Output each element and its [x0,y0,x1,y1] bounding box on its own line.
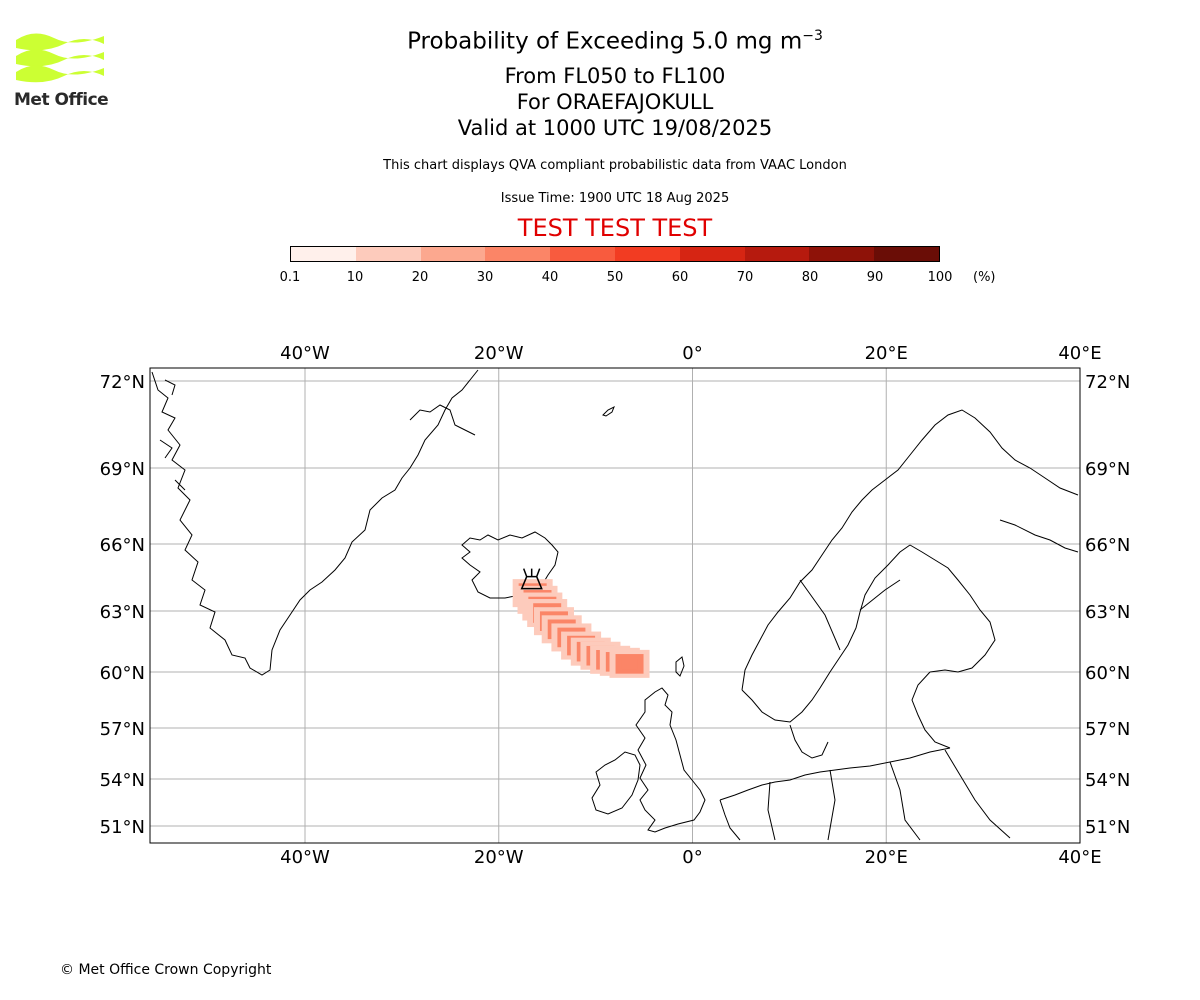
colorbar-tick-label: 100 [927,270,953,285]
map-gridlines [150,368,1081,843]
colorbar-segment [679,247,745,261]
lat-label-right: 63°N [1085,602,1130,623]
lat-label-left: 60°N [100,663,145,684]
lon-label-bottom: 40°W [280,847,330,868]
great-britain-coastline [635,687,706,833]
lon-label-bottom: 40°E [1058,847,1101,868]
colorbar-segment [420,247,486,261]
colorbar-unit: (%) [973,270,996,285]
continent-north-coast [719,747,951,801]
issue-time: Issue Time: 1900 UTC 18 Aug 2025 [500,191,730,206]
colorbar-segment [485,247,551,261]
lat-label-left: 63°N [100,602,145,623]
colorbar-segment [614,247,680,261]
ne-greenland [409,404,476,436]
colorbar-tick-label: 80 [801,270,819,285]
continent-borders [767,749,1011,841]
volcano-icon [520,568,543,590]
baltic-states [911,671,951,749]
ash-plume [512,579,650,678]
lon-label-top: 40°E [1058,343,1101,364]
sw-scandinavia-borders [799,579,901,651]
lat-label-right: 57°N [1085,719,1130,740]
lat-label-right: 69°N [1085,459,1130,480]
lon-label-top: 20°E [865,343,908,364]
sweden-coast [741,544,911,723]
scandinavia-coastline [741,409,1079,691]
lat-label-left: 72°N [100,372,145,393]
colorbar-tick-label: 10 [346,270,364,285]
copyright: © Met Office Crown Copyright [60,962,272,978]
ireland-coastline [591,751,641,815]
lat-label-left: 54°N [100,770,145,791]
lat-label-left: 69°N [100,459,145,480]
lat-label-left: 51°N [100,817,145,838]
colorbar-tick-label: 30 [476,270,494,285]
iceland-coastline [461,531,559,599]
colorbar-tick-label: 40 [541,270,559,285]
lon-label-top: 0° [682,343,702,364]
colorbar-segment [291,247,356,261]
lon-label-top: 20°W [474,343,524,364]
lat-label-left: 57°N [100,719,145,740]
lat-label-left: 66°N [100,535,145,556]
colorbar-tick-label: 60 [671,270,689,285]
qva-note: This chart displays QVA compliant probab… [383,158,847,173]
colorbar-tick-label: 90 [866,270,884,285]
greenland-west-islands [159,379,186,491]
jan-mayen-coastline [602,405,615,417]
colorbar-segment [744,247,810,261]
greenland-coastline [151,369,479,676]
colorbar-segment [809,247,875,261]
lat-label-right: 51°N [1085,817,1130,838]
colorbar-tick-label: 70 [736,270,754,285]
lon-label-top: 40°W [280,343,330,364]
colorbar-tick-label: 50 [606,270,624,285]
colorbar-tick-label: 0.1 [279,270,301,285]
probability-colorbar [290,246,940,262]
axis-labels: 40°W 40°W 20°W 20°W 0° 0° 20°E 20°E 40°E 40°E 72°N… [100,343,1131,868]
logo-text: Met Office [14,90,109,110]
chart-title: Probability of Exceeding 5.0 mg m−3 [407,28,823,55]
test-banner: TEST TEST TEST [517,214,713,242]
valid-time-subtitle: Valid at 1000 UTC 19/08/2025 [457,116,773,140]
kola-peninsula [999,519,1079,553]
plume-cell [621,658,638,670]
lon-label-bottom: 0° [682,847,702,868]
benelux-coast [719,799,741,841]
map-frame [149,367,1081,844]
lon-label-bottom: 20°W [474,847,524,868]
denmark-coastline [789,724,829,759]
colorbar-tick-label: 20 [411,270,429,285]
finland-coast [909,544,996,673]
met-office-waves-logo-icon [16,33,104,83]
flight-level-subtitle: From FL050 to FL100 [504,64,726,88]
volcano-icon [520,568,543,590]
lat-label-right: 54°N [1085,770,1130,791]
colorbar-segment [355,247,421,261]
shetland-coastline [675,656,685,677]
lat-label-right: 66°N [1085,535,1130,556]
lat-label-right: 60°N [1085,663,1130,684]
lat-label-right: 72°N [1085,372,1130,393]
colorbar-segment [550,247,615,261]
lon-label-bottom: 20°E [865,847,908,868]
colorbar-segment [874,247,939,261]
volcano-subtitle: For ORAEFAJOKULL [516,90,714,114]
coastlines [151,369,1079,841]
met-office-logo: Met Office [14,30,109,116]
